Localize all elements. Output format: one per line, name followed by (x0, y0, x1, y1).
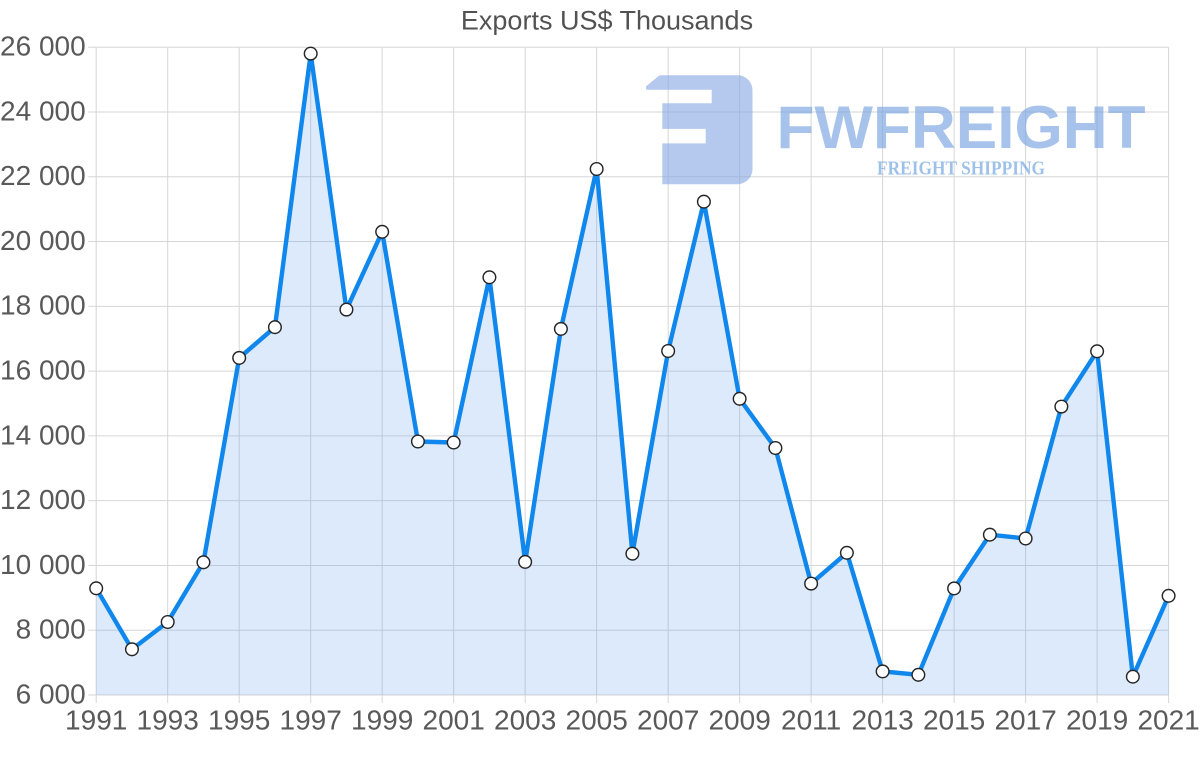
svg-text:2005: 2005 (566, 705, 628, 736)
svg-text:FWFREIGHT: FWFREIGHT (777, 94, 1146, 161)
svg-text:24 000: 24 000 (0, 95, 86, 126)
svg-text:2015: 2015 (923, 705, 985, 736)
svg-text:2007: 2007 (637, 705, 699, 736)
svg-text:10 000: 10 000 (0, 549, 86, 580)
svg-text:1991: 1991 (65, 705, 127, 736)
svg-text:2009: 2009 (708, 705, 770, 736)
svg-text:1993: 1993 (137, 705, 199, 736)
svg-text:Exports US$ Thousands: Exports US$ Thousands (461, 6, 753, 36)
svg-text:8 000: 8 000 (16, 614, 86, 645)
svg-text:FREIGHT SHIPPING: FREIGHT SHIPPING (877, 158, 1045, 180)
svg-text:2003: 2003 (494, 705, 556, 736)
svg-text:2017: 2017 (994, 705, 1056, 736)
svg-text:16 000: 16 000 (0, 355, 86, 386)
svg-text:14 000: 14 000 (0, 419, 86, 450)
svg-text:1999: 1999 (351, 705, 413, 736)
svg-text:1995: 1995 (208, 705, 270, 736)
svg-text:6 000: 6 000 (16, 678, 86, 709)
svg-text:1997: 1997 (280, 705, 342, 736)
svg-text:2019: 2019 (1066, 705, 1128, 736)
svg-text:18 000: 18 000 (0, 290, 86, 321)
svg-text:20 000: 20 000 (0, 225, 86, 256)
svg-text:26 000: 26 000 (0, 31, 86, 62)
svg-text:12 000: 12 000 (0, 484, 86, 515)
svg-text:2011: 2011 (781, 705, 841, 736)
svg-text:2001: 2001 (423, 705, 485, 736)
svg-text:22 000: 22 000 (0, 160, 86, 191)
svg-text:2021: 2021 (1137, 705, 1199, 736)
svg-text:2013: 2013 (851, 705, 913, 736)
